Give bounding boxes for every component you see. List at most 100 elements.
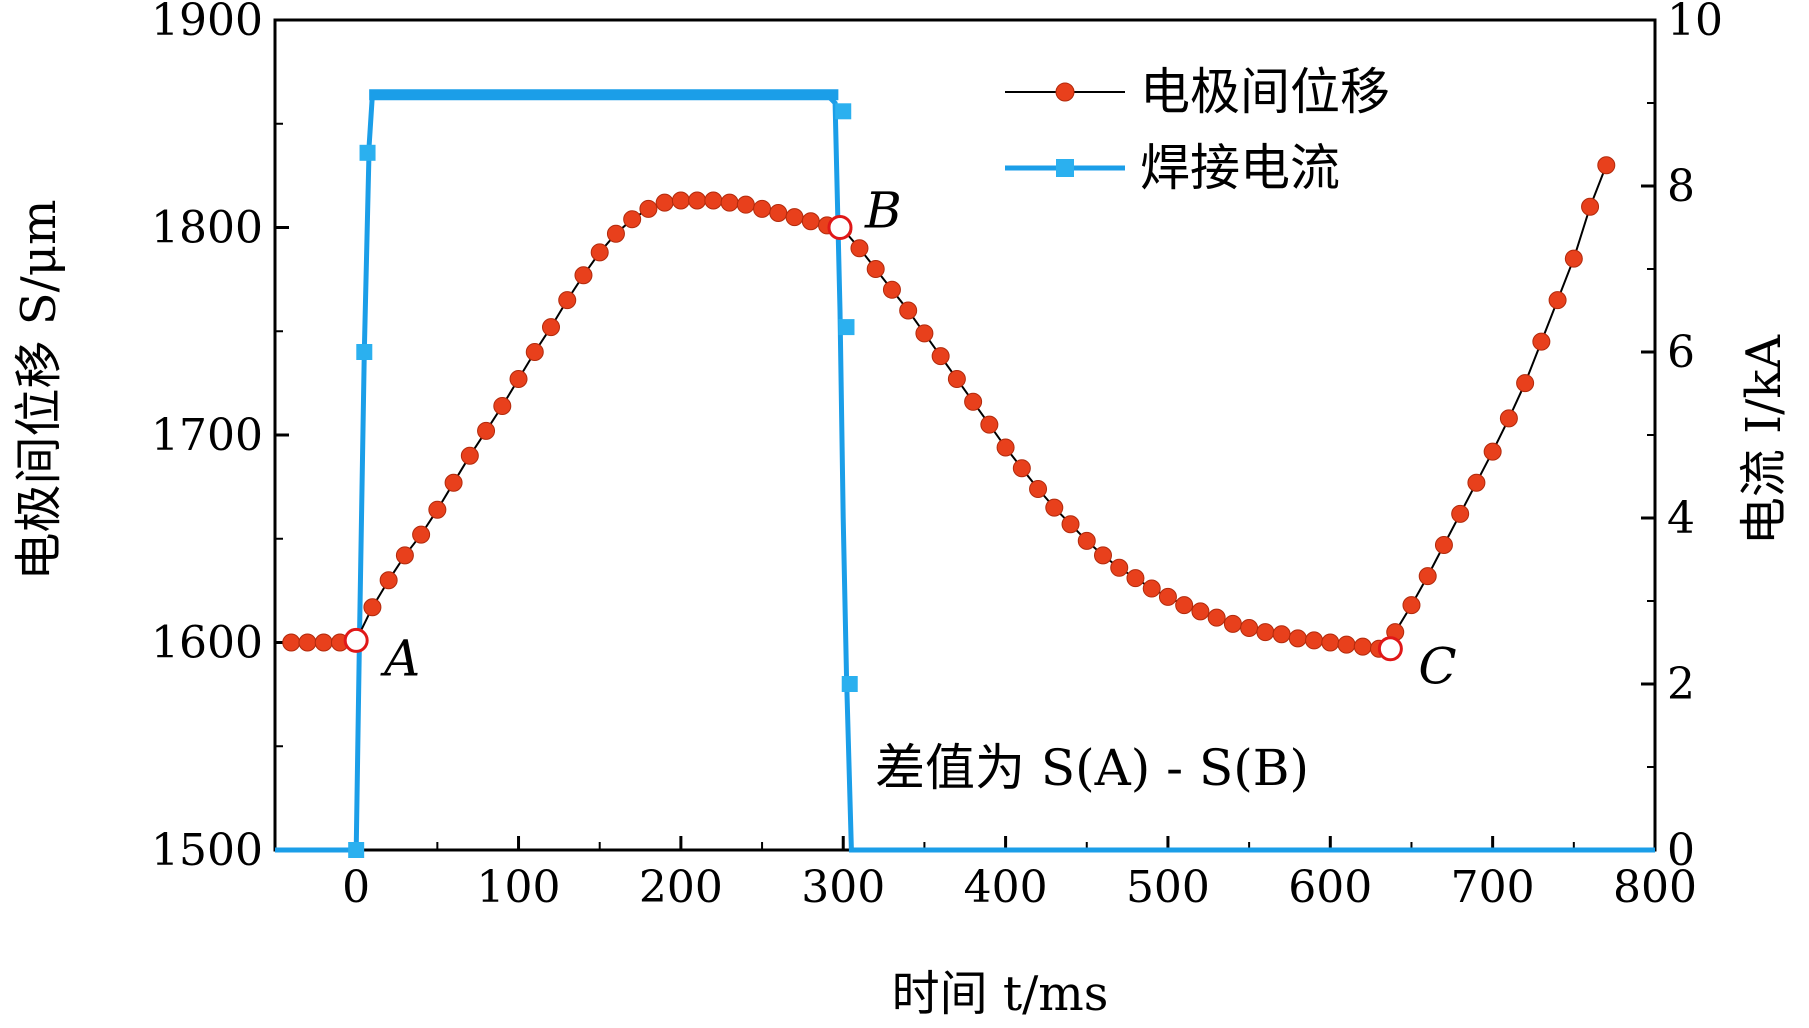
displacement-point <box>1532 332 1551 351</box>
displacement-point <box>1581 197 1600 216</box>
displacement-point <box>395 546 414 565</box>
current-marker <box>348 842 365 858</box>
displacement-point <box>1288 629 1307 648</box>
y2-tick-label: 0 <box>1667 825 1695 876</box>
y-tick-label: 1800 <box>151 203 263 254</box>
y-tick-label: 1500 <box>151 825 263 876</box>
displacement-point <box>1321 633 1340 652</box>
displacement-point <box>1548 291 1567 310</box>
displacement-point <box>655 193 674 212</box>
y-axis-title: 电极间位移 S/μm <box>11 199 67 580</box>
displacement-point <box>931 347 950 366</box>
current-line <box>275 92 1655 853</box>
displacement-point <box>720 193 739 212</box>
displacement-point <box>574 266 593 285</box>
displacement-point <box>671 191 690 210</box>
displacement-point <box>1418 567 1437 586</box>
displacement-point <box>1499 409 1518 428</box>
displacement-point <box>1207 608 1226 627</box>
current-marker <box>359 144 376 161</box>
x-tick-label: 500 <box>1126 862 1210 913</box>
current-marker <box>835 103 852 120</box>
x-axis-ticks: 0 100 200 300 400 500 600 700 800 <box>274 836 1697 913</box>
displacement-point <box>996 438 1015 457</box>
displacement-point <box>298 633 317 652</box>
series-welding-current <box>275 89 1655 858</box>
x-tick-label: 700 <box>1451 862 1535 913</box>
y2-tick-label: 2 <box>1667 659 1695 710</box>
displacement-point <box>964 392 983 411</box>
current-marker <box>841 676 858 692</box>
displacement-point <box>477 421 496 440</box>
displacement-point <box>1256 623 1275 642</box>
displacement-point <box>542 318 560 337</box>
displacement-point <box>785 208 804 227</box>
displacement-point <box>1045 498 1064 517</box>
displacement-point <box>1012 459 1031 478</box>
displacement-point <box>1467 473 1486 492</box>
displacement-point <box>1337 635 1356 654</box>
x-tick-label: 800 <box>1613 862 1697 913</box>
series-electrode-displacement <box>282 156 1616 658</box>
legend-marker-displacement <box>1055 82 1075 102</box>
displacement-point <box>1223 614 1242 633</box>
displacement-point <box>1564 249 1583 268</box>
displacement-point <box>769 203 788 222</box>
y2-axis-title: 电流 I/kA <box>1736 334 1792 545</box>
displacement-point <box>1191 602 1210 621</box>
x-tick-label: 600 <box>1288 862 1372 913</box>
right-y-axis-ticks: 0 2 4 6 8 10 <box>1641 0 1723 876</box>
displacement-point <box>1516 374 1535 393</box>
displacement-point <box>801 212 820 231</box>
displacement-point <box>460 446 479 465</box>
y-tick-label: 1700 <box>151 410 263 461</box>
displacement-point <box>947 369 966 388</box>
displacement-point <box>444 473 463 492</box>
x-tick-label: 100 <box>477 862 561 913</box>
highlight-label-c: C <box>1418 638 1456 696</box>
displacement-point <box>899 301 918 320</box>
displacement-point <box>509 369 528 388</box>
displacement-point <box>866 260 885 278</box>
displacement-point <box>980 415 999 434</box>
highlight-point-c <box>1377 636 1403 662</box>
displacement-point <box>1126 569 1145 588</box>
y2-tick-label: 8 <box>1667 161 1695 212</box>
displacement-point <box>850 239 869 258</box>
displacement-point <box>736 195 755 214</box>
displacement-point <box>1434 535 1453 554</box>
displacement-point <box>1029 479 1048 498</box>
displacement-point <box>1483 442 1502 461</box>
displacement-point <box>1353 637 1372 656</box>
displacement-point <box>314 633 333 652</box>
current-marker <box>838 319 855 336</box>
y2-tick-label: 6 <box>1667 327 1695 378</box>
y2-tick-label: 4 <box>1667 493 1695 544</box>
x-axis-title: 时间 t/ms <box>892 966 1109 1022</box>
displacement-point <box>639 199 658 218</box>
displacement-point <box>1061 515 1080 534</box>
displacement-point <box>623 210 642 229</box>
legend-marker-current <box>1056 159 1074 177</box>
displacement-point <box>882 280 901 299</box>
displacement-point <box>379 571 398 590</box>
current-marker <box>356 344 373 360</box>
x-tick-label: 300 <box>801 862 885 913</box>
displacement-point <box>1110 558 1129 577</box>
highlight-point-a <box>343 627 369 653</box>
y2-tick-label: 10 <box>1667 0 1723 46</box>
displacement-point <box>688 191 707 210</box>
displacement-point <box>1305 631 1324 650</box>
displacement-point <box>412 525 431 544</box>
y-tick-label: 1900 <box>151 0 263 46</box>
y-tick-label: 1600 <box>151 618 263 669</box>
displacement-point <box>590 243 609 262</box>
displacement-point <box>1094 546 1112 565</box>
displacement-point <box>525 343 544 361</box>
highlight-label-a: A <box>380 629 420 687</box>
highlight-point-b <box>827 215 853 240</box>
displacement-point <box>1158 587 1177 606</box>
displacement-point <box>363 598 382 617</box>
